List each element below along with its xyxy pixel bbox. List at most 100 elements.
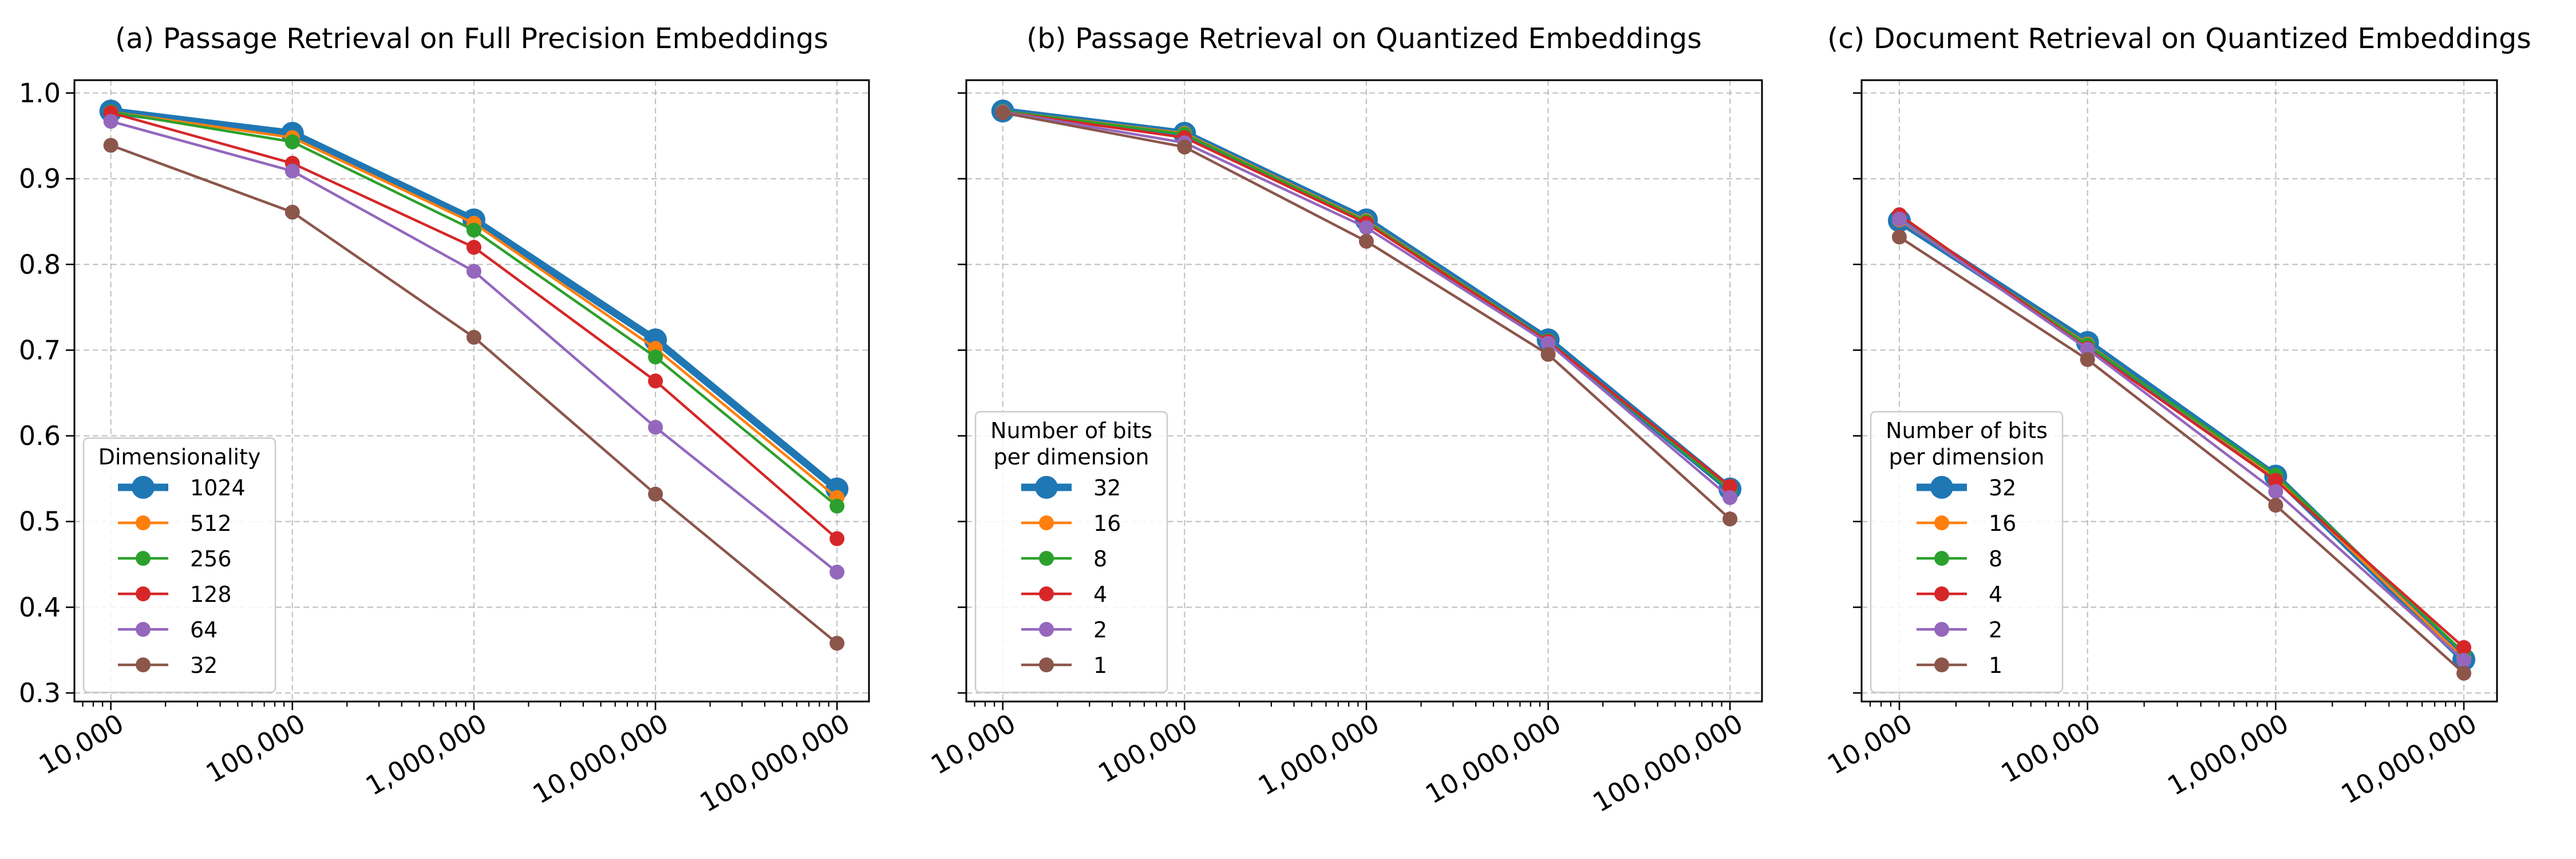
series-line (1898, 218, 2466, 662)
legend-label: 32 (190, 653, 218, 678)
x-tick-label: 100,000,000 (694, 708, 855, 818)
data-point (2456, 665, 2472, 681)
data-point (466, 329, 481, 345)
legend-label: 512 (190, 511, 232, 536)
data-point (829, 498, 845, 514)
series-1 (995, 105, 1738, 527)
legend-item-8: 8 (1917, 546, 2002, 572)
x-tick-label: 10,000,000 (1420, 708, 1566, 810)
legend-label: 8 (1989, 546, 2002, 572)
legend-label: 8 (1093, 546, 1107, 572)
series-2 (1891, 211, 2472, 668)
data-point (1722, 479, 1738, 494)
legend-label: 16 (1093, 511, 1121, 536)
data-point (466, 263, 481, 279)
data-point (2456, 653, 2472, 668)
panel-2: (b) Passage Retrieval on Quantized Embed… (926, 22, 1763, 818)
legend-item-1: 1 (1021, 653, 1107, 678)
legend-swatch-marker (1934, 551, 1949, 566)
legend-item-1: 1 (1917, 653, 2002, 678)
data-point (103, 113, 118, 129)
legend-swatch-marker (1039, 515, 1054, 530)
legend-box (974, 411, 1168, 693)
chart-title: (a) Passage Retrieval on Full Precision … (115, 22, 828, 55)
legend-box (1870, 411, 2064, 693)
legend-item-2: 2 (1917, 617, 2002, 643)
legend-item-32: 32 (118, 653, 218, 678)
legend-item-512: 512 (118, 511, 232, 536)
x-tick-label: 100,000 (201, 708, 311, 789)
legend-swatch-marker (136, 657, 151, 672)
data-point (2268, 498, 2283, 513)
series-32 (103, 137, 845, 651)
data-point (285, 163, 300, 179)
legend-swatch-marker (1039, 657, 1054, 672)
data-point (1891, 229, 1907, 245)
data-point (1177, 139, 1192, 155)
legend-label: 2 (1989, 617, 2002, 643)
y-tick-label: 0.5 (19, 506, 61, 537)
legend-label: 1 (1989, 653, 2002, 678)
data-point (1540, 346, 1556, 362)
x-tick-label: 10,000 (926, 708, 1021, 781)
series-line (1898, 235, 2466, 675)
data-point (285, 134, 300, 149)
x-tick-label: 10,000 (1822, 708, 1917, 781)
data-point (1358, 234, 1374, 249)
panel-1: (a) Passage Retrieval on Full Precision … (19, 22, 870, 818)
x-tick-label: 10,000 (34, 708, 129, 781)
legend-box (82, 437, 276, 693)
y-tick-label: 0.6 (19, 420, 61, 451)
legend-item-2: 2 (1021, 617, 1107, 643)
legend-swatch-marker (1039, 551, 1054, 566)
legend-label: 1024 (190, 475, 246, 501)
legend-item-8: 8 (1021, 546, 1107, 572)
legend-item-16: 16 (1021, 511, 1121, 536)
data-point (2268, 484, 2283, 499)
data-point (2080, 341, 2095, 357)
x-tick-label: 10,000,000 (527, 708, 673, 810)
chart-title: (c) Document Retrieval on Quantized Embe… (1827, 22, 2531, 55)
x-tick-label: 100,000 (1093, 708, 1203, 789)
legend-swatch-marker (136, 622, 151, 637)
y-tick-label: 0.4 (19, 592, 61, 622)
legend-swatch-marker (1934, 657, 1949, 672)
y-tick-label: 0.9 (19, 163, 61, 194)
chart-title: (b) Passage Retrieval on Quantized Embed… (1026, 22, 1702, 55)
data-point (1722, 511, 1738, 527)
y-tick-label: 1.0 (19, 77, 61, 108)
data-point (829, 565, 845, 580)
legend-item-64: 64 (118, 617, 218, 643)
data-point (1722, 490, 1738, 505)
legend-label: 32 (1093, 475, 1121, 501)
legend-label: 128 (190, 582, 232, 607)
legend-title: per dimension (993, 444, 1149, 470)
x-tick-label: 10,000,000 (2336, 708, 2482, 810)
legend-title: Number of bits (990, 418, 1152, 443)
y-tick-label: 0.8 (19, 249, 61, 280)
legend-swatch-marker (132, 476, 155, 499)
legend-label: 4 (1093, 582, 1107, 607)
y-tick-label: 0.3 (19, 677, 61, 708)
legend-swatch-marker (1934, 586, 1949, 601)
legend-item-4: 4 (1917, 582, 2002, 607)
series-line (1898, 213, 2466, 649)
legend-swatch-marker (1930, 476, 1953, 499)
data-point (648, 486, 663, 502)
legend-item-16: 16 (1917, 511, 2016, 536)
legend-swatch-marker (1934, 622, 1949, 637)
legend-swatch-marker (1039, 586, 1054, 601)
series-128 (103, 105, 845, 546)
legend-item-1024: 1024 (118, 475, 246, 501)
series-64 (103, 113, 845, 580)
legend-swatch-marker (136, 586, 151, 601)
legend-item-32: 32 (1917, 475, 2016, 501)
data-point (2268, 472, 2283, 488)
data-point (648, 420, 663, 435)
x-tick-label: 1,000,000 (2162, 708, 2294, 802)
data-point (829, 531, 845, 546)
legend-swatch-marker (136, 551, 151, 566)
legend-label: 16 (1989, 511, 2016, 536)
legend-label: 4 (1989, 582, 2002, 607)
